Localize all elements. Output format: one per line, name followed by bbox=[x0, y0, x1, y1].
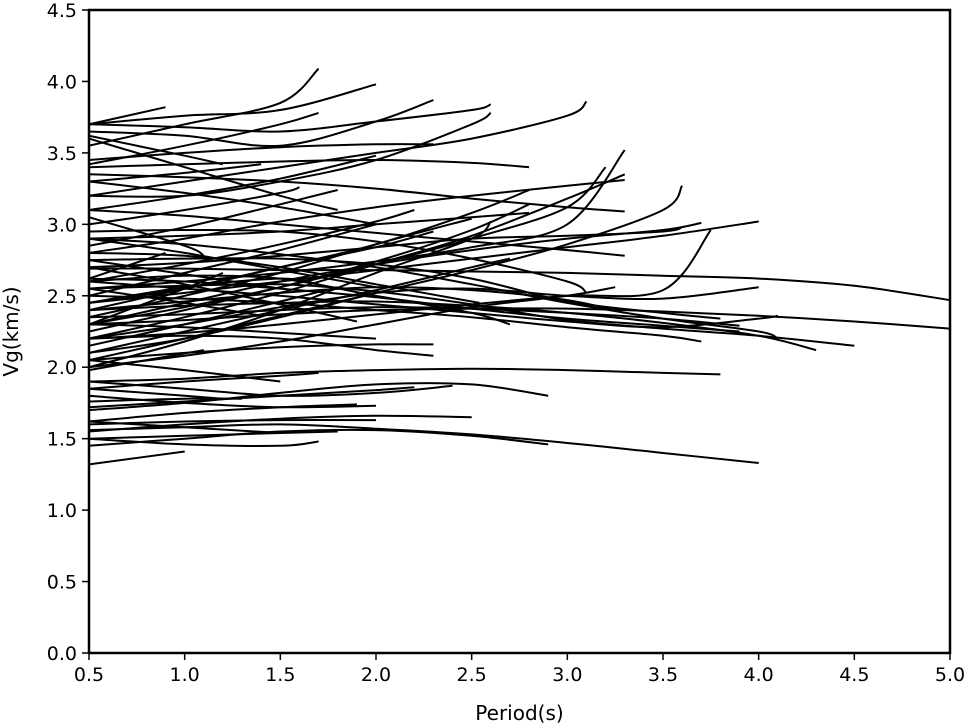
series-line-28 bbox=[89, 228, 588, 294]
series-line-23 bbox=[89, 209, 625, 257]
series-line-79 bbox=[89, 271, 224, 326]
series-line-30 bbox=[89, 382, 549, 412]
series-line-60 bbox=[89, 266, 358, 323]
series-line-83 bbox=[89, 387, 223, 400]
y-tick-label: 0.5 bbox=[47, 572, 77, 594]
x-tick-label: 5.0 bbox=[935, 664, 965, 686]
y-axis-label: Vg(km/s) bbox=[0, 286, 23, 376]
series-line-14 bbox=[89, 257, 721, 320]
series-line-29 bbox=[89, 428, 549, 447]
series-line-68 bbox=[89, 437, 319, 447]
series-line-85 bbox=[89, 349, 204, 372]
series-lines bbox=[89, 67, 950, 466]
y-tick-label: 0.0 bbox=[47, 643, 77, 665]
series-line-21 bbox=[89, 179, 625, 254]
series-line-47 bbox=[89, 343, 434, 362]
series-line-13 bbox=[89, 306, 740, 327]
series-line-80 bbox=[89, 450, 185, 466]
series-line-15 bbox=[89, 294, 702, 343]
y-tick-label: 2.0 bbox=[47, 357, 77, 379]
series-line-32 bbox=[89, 203, 530, 333]
series-line-16 bbox=[89, 229, 712, 340]
x-tick-label: 2.0 bbox=[361, 664, 391, 686]
series-line-53 bbox=[89, 394, 377, 409]
series-line-71 bbox=[89, 186, 300, 226]
series-line-27 bbox=[89, 100, 588, 197]
series-line-67 bbox=[89, 67, 320, 147]
series-line-54 bbox=[89, 323, 377, 340]
series-line-50 bbox=[89, 209, 415, 283]
series-line-81 bbox=[89, 106, 166, 126]
series-line-26 bbox=[89, 286, 616, 369]
y-tick-label: 4.0 bbox=[47, 71, 77, 93]
series-line-66 bbox=[89, 111, 319, 166]
series-line-43 bbox=[89, 217, 472, 319]
x-tick-label: 2.5 bbox=[457, 664, 487, 686]
y-tick-label: 3.5 bbox=[47, 143, 77, 165]
series-line-41 bbox=[89, 414, 472, 433]
series-line-48 bbox=[89, 334, 434, 357]
series-line-40 bbox=[89, 251, 480, 304]
series-line-62 bbox=[89, 137, 338, 211]
series-line-65 bbox=[89, 189, 338, 247]
series-line-37 bbox=[89, 112, 492, 198]
y-tick-label: 3.0 bbox=[47, 214, 77, 236]
series-line-25 bbox=[89, 166, 607, 326]
series-line-78 bbox=[89, 134, 224, 166]
series-line-8 bbox=[89, 367, 721, 383]
series-line-72 bbox=[89, 420, 281, 434]
series-line-73 bbox=[89, 259, 281, 290]
x-tick-label: 3.5 bbox=[648, 664, 678, 686]
x-tick-label: 1.5 bbox=[265, 664, 295, 686]
series-line-31 bbox=[89, 257, 511, 354]
series-line-5 bbox=[89, 237, 779, 340]
x-axis-label: Period(s) bbox=[475, 701, 563, 724]
series-line-38 bbox=[89, 220, 492, 369]
y-tick-label: 1.0 bbox=[47, 500, 77, 522]
series-line-63 bbox=[89, 430, 338, 440]
series-line-55 bbox=[89, 154, 377, 211]
series-line-61 bbox=[89, 403, 357, 423]
series-line-59 bbox=[89, 223, 377, 297]
x-tick-label: 4.5 bbox=[839, 664, 869, 686]
series-line-69 bbox=[89, 371, 319, 390]
series-line-75 bbox=[89, 163, 262, 183]
y-tick-label: 1.5 bbox=[47, 429, 77, 451]
series-line-77 bbox=[89, 397, 243, 403]
series-line-64 bbox=[89, 286, 338, 347]
x-tick-label: 4.0 bbox=[744, 664, 774, 686]
x-tick-label: 3.0 bbox=[552, 664, 582, 686]
series-line-44 bbox=[89, 143, 434, 161]
series-line-45 bbox=[89, 99, 434, 148]
series-line-84 bbox=[89, 251, 166, 280]
series-line-34 bbox=[89, 158, 530, 169]
series-line-33 bbox=[89, 211, 530, 240]
series-line-12 bbox=[89, 277, 740, 333]
series-line-19 bbox=[89, 173, 625, 213]
series-line-57 bbox=[89, 291, 377, 362]
series-line-49 bbox=[89, 386, 415, 409]
x-tick-label: 0.5 bbox=[74, 664, 104, 686]
series-line-1 bbox=[89, 267, 950, 302]
series-line-76 bbox=[89, 287, 262, 317]
x-tick-label: 1.0 bbox=[170, 664, 200, 686]
plot-frame bbox=[87, 8, 952, 655]
series-line-74 bbox=[89, 359, 281, 383]
series-line-82 bbox=[89, 216, 205, 257]
series-line-70 bbox=[89, 277, 319, 304]
axis-ticks: 0.5 1.0 1.5 2.0 2.5 3.0 3.5 4.0 4.5 5.00.00.51.01… bbox=[47, 0, 965, 686]
y-tick-label: 4.5 bbox=[47, 0, 77, 22]
series-line-10 bbox=[89, 220, 759, 304]
y-tick-label: 2.5 bbox=[47, 286, 77, 308]
series-line-51 bbox=[89, 83, 377, 126]
series-line-58 bbox=[89, 180, 377, 226]
